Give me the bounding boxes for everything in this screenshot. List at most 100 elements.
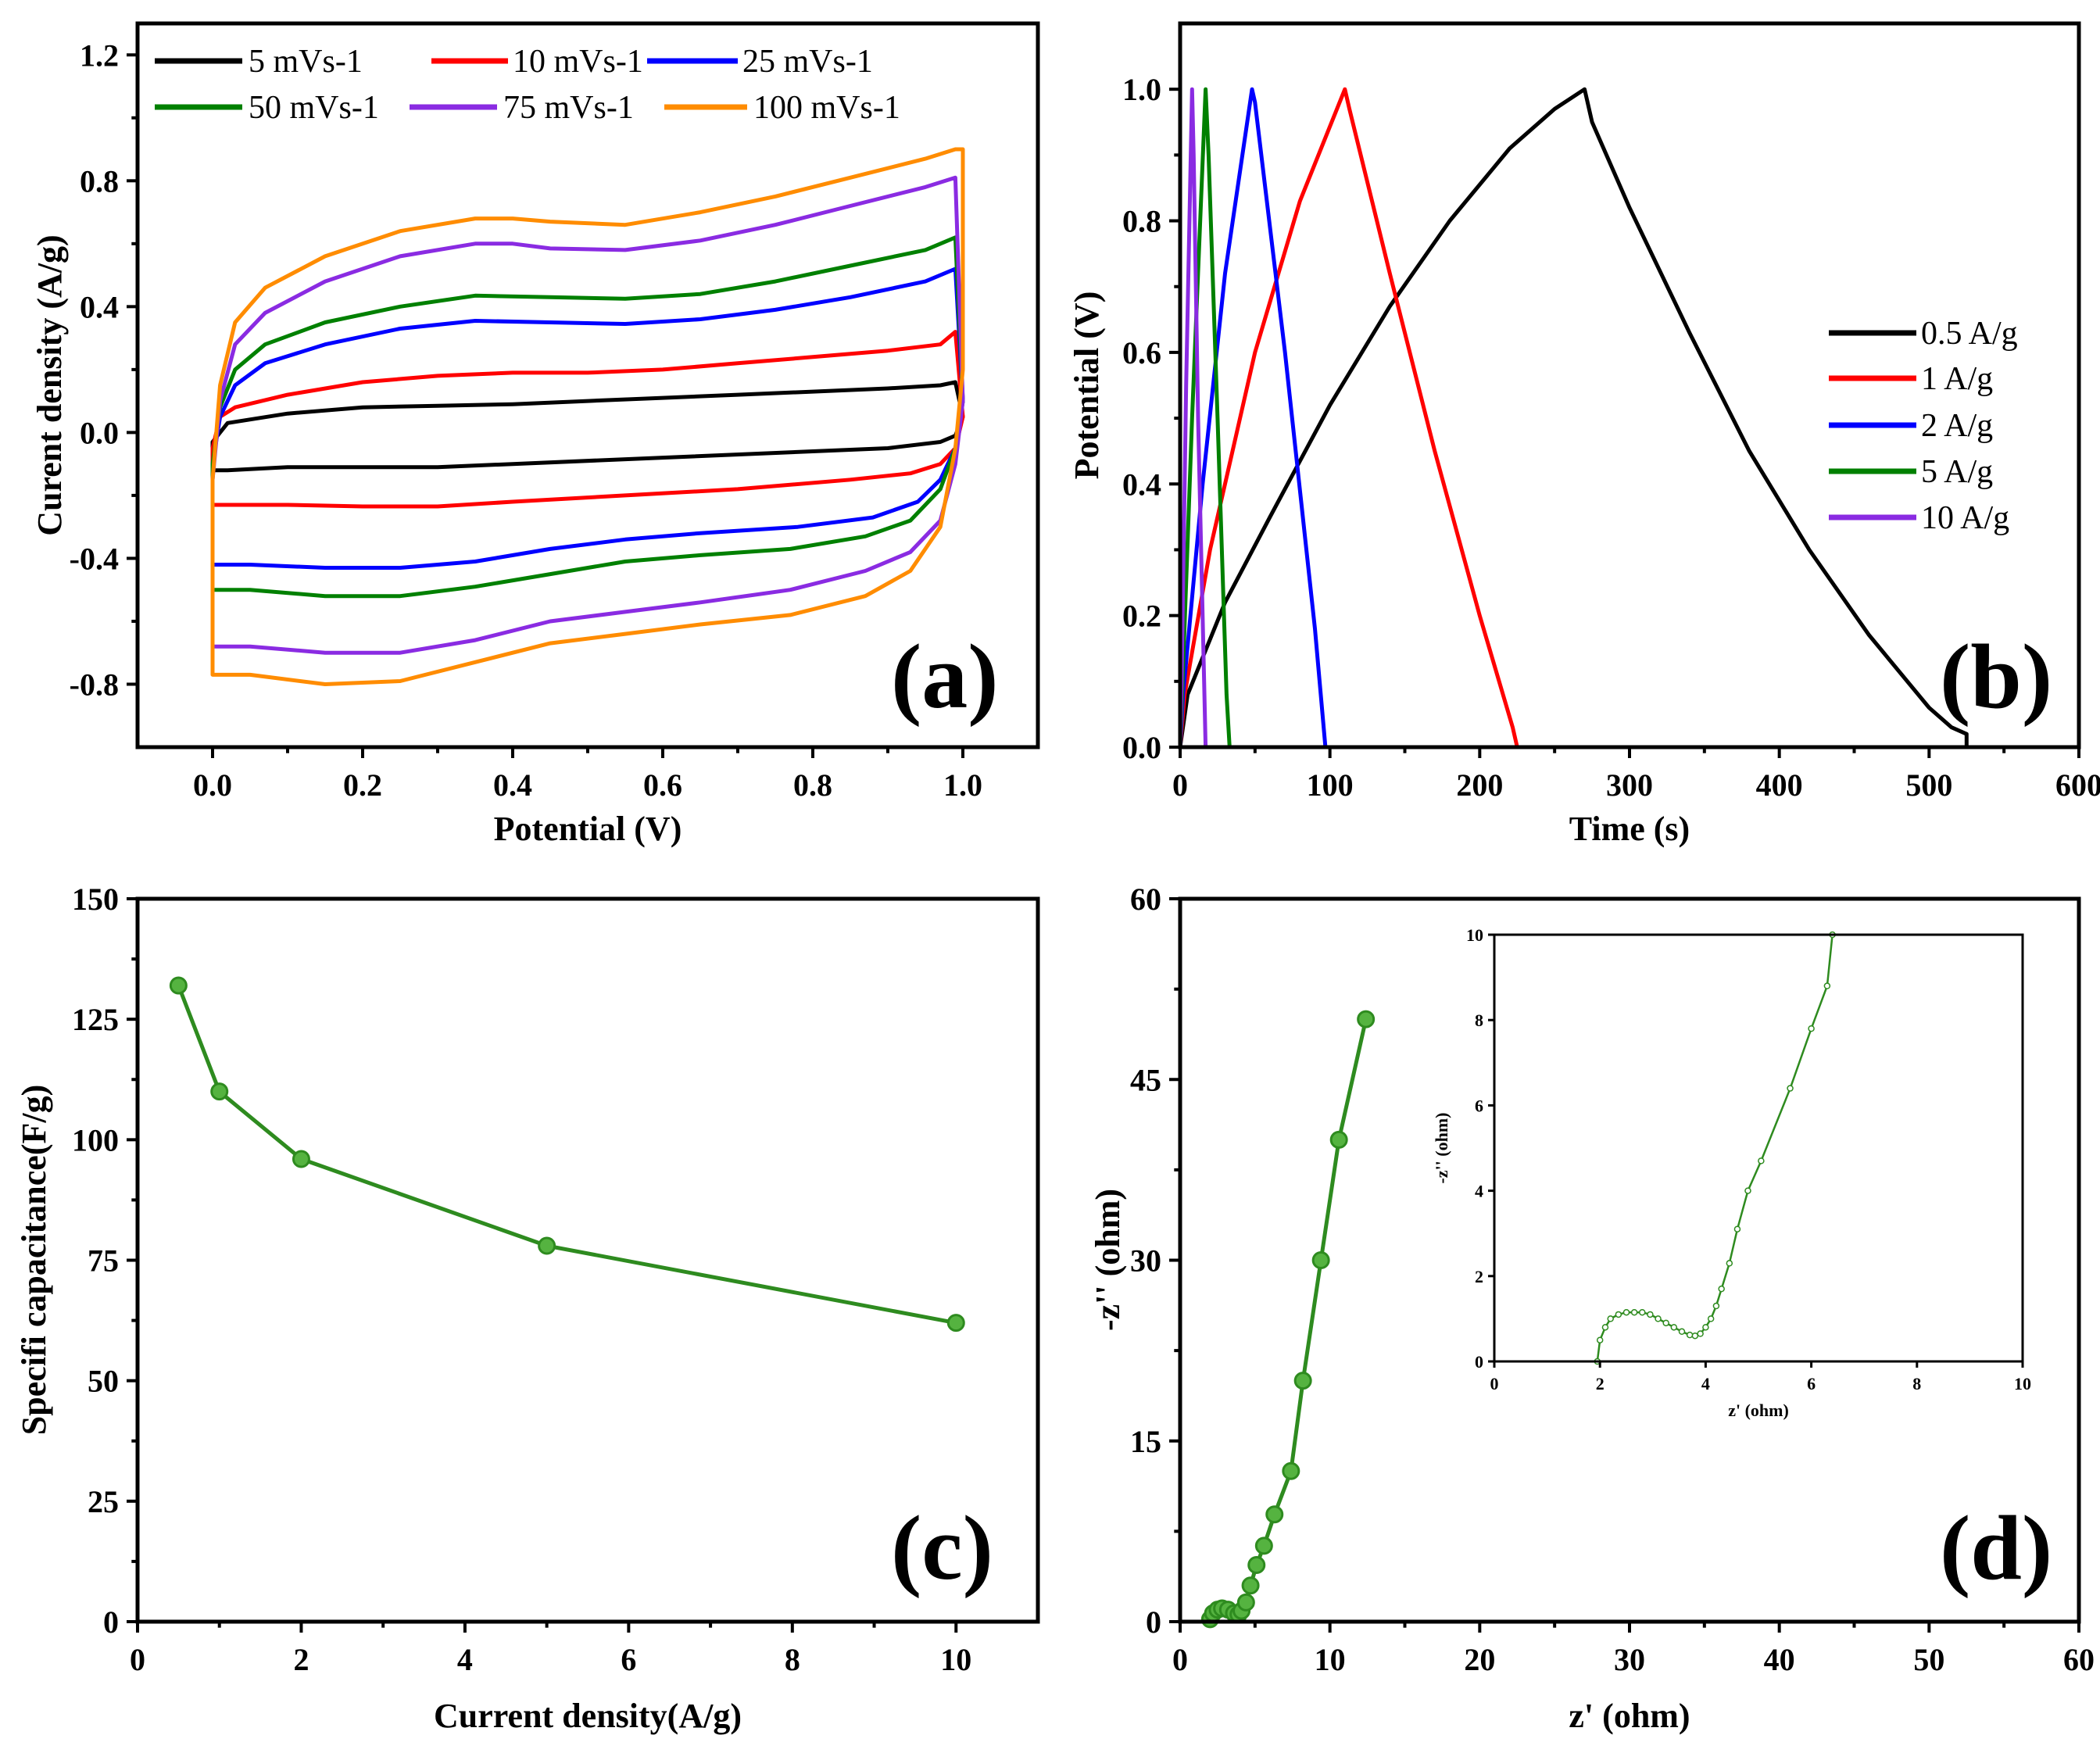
panel-d-inset-ytick-label: 4	[1475, 1182, 1483, 1201]
panel-d-xtick-label: 60	[2063, 1642, 2095, 1677]
panel-b-ticks: 0 100 200 300 400 500 600 0.0 0.2 0.4 0.6 0.8 1.0	[1122, 72, 2100, 803]
panel-a-xtick-label: 1.0	[943, 767, 982, 803]
series-nyquist-line	[1207, 1017, 1368, 1622]
series-nyquist-zoom-point	[1823, 982, 1831, 989]
series-1-a-g-line	[1178, 87, 1519, 749]
series-nyquist-zoom-point	[1622, 1308, 1630, 1316]
panel-b-plot	[1178, 87, 1969, 749]
panel-a-ytick-label: -0.8	[70, 667, 119, 702]
series-nyquist-point	[1329, 1130, 1348, 1149]
series-nyquist-point	[1247, 1556, 1266, 1575]
panel-c-xtick-label: 0	[130, 1642, 145, 1677]
panel-d-inset-ytick-label: 6	[1475, 1096, 1483, 1115]
legend-label-75mvs: 75 mVs-1	[503, 90, 634, 126]
panel-a-legend: 5 mVs-1 10 mVs-1 25 mVs-1 50 mVs-1 75 mV…	[155, 44, 900, 126]
legend-label-0.5ag: 0.5 A/g	[1921, 316, 2018, 352]
series-nyquist-zoom-point	[1647, 1311, 1654, 1318]
panel-b-ytick-label: 0.4	[1122, 467, 1161, 502]
series-nyquist-zoom-point	[1601, 1324, 1609, 1331]
panel-a-ylabel: Curent density (A/g)	[30, 234, 69, 535]
series-10-a-g-line	[1178, 87, 1208, 749]
panel-c-xtick-label: 4	[457, 1642, 473, 1677]
panel-b-xtick-label: 0	[1172, 767, 1188, 803]
series-nyquist-zoom-point	[1678, 1328, 1686, 1336]
legend-label-5ag: 5 A/g	[1921, 454, 1993, 490]
series-nyquist-zoom-point	[1596, 1336, 1604, 1343]
panel-d-xtick-label: 20	[1464, 1642, 1495, 1677]
panel-d-inset: 0 2 4 6 8 10 0 2 4 6 8 10 z' (ohm) -z'' (ohm)	[1432, 925, 2031, 1420]
series-nyquist-point	[1236, 1593, 1255, 1612]
series-specific-capacitance-point	[292, 1150, 310, 1168]
series-nyquist-zoom-point	[1808, 1025, 1815, 1032]
panel-b-xtick-label: 400	[1756, 767, 1803, 803]
series-nyquist-zoom-point	[1686, 1331, 1694, 1339]
series-nyquist-zoom-point	[1655, 1315, 1662, 1322]
panel-d-plot	[1200, 1010, 1376, 1629]
panel-d-xlabel: z' (ohm)	[1569, 1697, 1690, 1735]
series-nyquist-zoom-point	[1758, 1157, 1765, 1164]
panel-b-xlabel: Time (s)	[1569, 810, 1690, 848]
panel-d-inset-xtick-label: 6	[1807, 1374, 1816, 1393]
panel-d-ytick-label: 30	[1130, 1243, 1161, 1279]
series-nyquist-zoom-point	[1707, 1315, 1715, 1322]
panel-d-inset-ytick-label: 10	[1466, 925, 1483, 945]
legend-label-50mvs: 50 mVs-1	[249, 90, 379, 126]
panel-a-xtick-label: 0.8	[793, 767, 832, 803]
panel-d-inset-xtick-label: 10	[2014, 1374, 2031, 1393]
panel-b-label: (b)	[1940, 625, 2052, 728]
panel-c-ytick-label: 100	[72, 1122, 119, 1157]
panel-a-xlabel: Potential (V)	[494, 810, 682, 848]
panel-d-label: (d)	[1940, 1497, 2052, 1599]
panel-c-plot	[169, 976, 965, 1333]
panel-d-xtick-label: 50	[1913, 1642, 1944, 1677]
panel-a-ticks: 0.0 0.2 0.4 0.6 0.8 1.0 -0.8 -0.4 0.0 0.4 0.8 1.2	[70, 38, 982, 803]
panel-b-xtick-label: 300	[1606, 767, 1653, 803]
series-nyquist-zoom-line	[1596, 933, 1833, 1363]
series-nyquist-zoom-point	[1697, 1330, 1704, 1337]
panel-b-legend: 0.5 A/g 1 A/g 2 A/g 5 A/g 10 A/g	[1829, 316, 2018, 536]
legend-label-100mvs: 100 mVs-1	[753, 90, 900, 126]
panel-b-xtick-label: 500	[1905, 767, 1952, 803]
series-nyquist-point	[1357, 1010, 1376, 1028]
series-100-mvs-1-line	[210, 147, 965, 686]
series-nyquist-zoom-point	[1718, 1285, 1725, 1293]
series-nyquist-zoom-point	[1712, 1302, 1720, 1310]
panel-d-inset-xtick-label: 0	[1490, 1374, 1499, 1393]
series-nyquist-point	[1254, 1536, 1273, 1555]
series-nyquist-zoom-point	[1630, 1308, 1638, 1316]
series-specific-capacitance-point	[538, 1236, 556, 1255]
series-nyquist-zoom-point	[1607, 1315, 1614, 1322]
series-nyquist-point	[1311, 1251, 1330, 1269]
panel-c-ytick-label: 50	[88, 1364, 119, 1399]
panel-c-label: (c)	[891, 1497, 993, 1599]
panel-c-ytick-label: 0	[103, 1604, 119, 1640]
panel-d-inset-xtick-label: 4	[1701, 1374, 1710, 1393]
legend-label-1ag: 1 A/g	[1921, 361, 1993, 397]
panel-b-ytick-label: 0.2	[1122, 599, 1161, 634]
panel-d-ytick-label: 15	[1130, 1424, 1161, 1459]
panel-b-ylabel: Potential (V)	[1068, 292, 1106, 480]
series-nyquist-zoom-point	[1615, 1311, 1622, 1318]
legend-label-5mvs: 5 mVs-1	[249, 44, 363, 80]
series-10-mvs-1-line	[210, 330, 965, 509]
series-nyquist-zoom-point	[1670, 1324, 1678, 1331]
panel-b-xtick-label: 200	[1456, 767, 1503, 803]
panel-d-ylabel: -z'' (ohm)	[1089, 1189, 1127, 1331]
series-2-a-g-line	[1178, 87, 1328, 749]
panel-a-ytick-label: 0.4	[80, 289, 119, 324]
series-nyquist-zoom-point	[1702, 1324, 1709, 1331]
panel-d-xtick-label: 10	[1315, 1642, 1346, 1677]
panel-d-xtick-label: 40	[1764, 1642, 1795, 1677]
panel-a-ytick-label: 0.8	[80, 163, 119, 199]
panel-d-inset-frame	[1493, 933, 2024, 1363]
series-specific-capacitance-point	[946, 1314, 965, 1333]
panel-c-xtick-label: 6	[621, 1642, 636, 1677]
panel-b-ytick-label: 0.6	[1122, 335, 1161, 370]
legend-label-2ag: 2 A/g	[1921, 408, 1993, 444]
panel-a-ytick-label: 1.2	[80, 38, 119, 73]
panel-d-inset-ytick-label: 2	[1475, 1267, 1483, 1286]
